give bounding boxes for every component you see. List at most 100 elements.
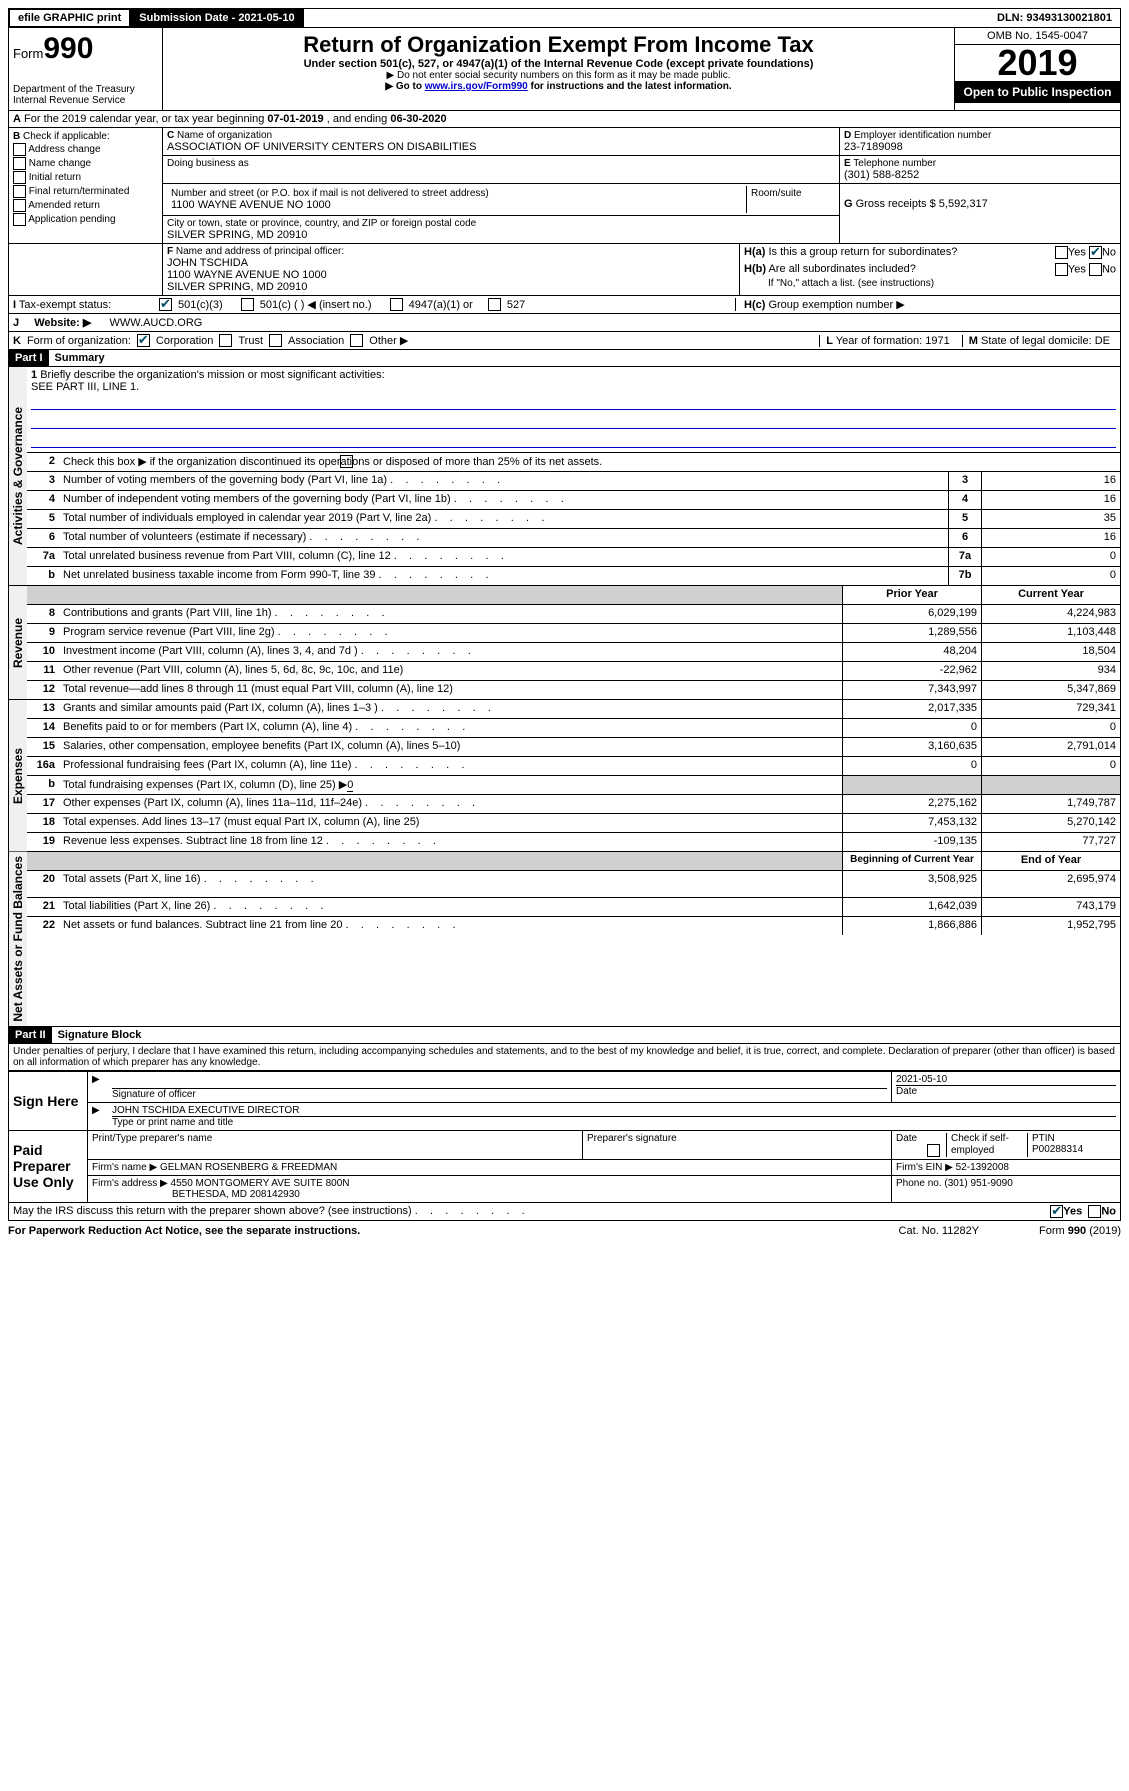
application-pending-checkbox[interactable] [13, 213, 26, 226]
c14: 0 [981, 719, 1120, 737]
corp-checkbox[interactable] [137, 334, 150, 347]
c9: 1,103,448 [981, 624, 1120, 642]
p18: 7,453,132 [842, 814, 981, 832]
tax-exempt-row: I Tax-exempt status: 501(c)(3) 501(c) ( … [8, 296, 1121, 314]
officer-name-title: JOHN TSCHIDA EXECUTIVE DIRECTOR [112, 1105, 1116, 1117]
officer-name: JOHN TSCHIDA [167, 257, 735, 269]
fundraising-exp: 0 [347, 779, 353, 792]
begin-year-header: Beginning of Current Year [842, 852, 981, 870]
p15: 3,160,635 [842, 738, 981, 756]
firm-ein: 52-1392008 [956, 1162, 1009, 1173]
net-assets-label: Net Assets or Fund Balances [9, 852, 27, 1026]
net-assets-section: Net Assets or Fund Balances Beginning of… [8, 852, 1121, 1027]
form-org-row: K Form of organization: Corporation Trus… [8, 332, 1121, 350]
hb-no-checkbox[interactable] [1089, 263, 1102, 276]
dln: DLN: 93493130021801 [989, 10, 1120, 26]
officer-addr1: 1100 WAYNE AVENUE NO 1000 [167, 269, 735, 281]
state-domicile: DE [1095, 335, 1110, 347]
c12: 5,347,869 [981, 681, 1120, 699]
year-formation: 1971 [925, 335, 949, 347]
end-year-header: End of Year [981, 852, 1120, 870]
val-7a: 0 [981, 548, 1120, 566]
c21: 743,179 [981, 898, 1120, 916]
page-footer: For Paperwork Reduction Act Notice, see … [8, 1221, 1121, 1241]
col-b-checkboxes: B Check if applicable: Address change Na… [9, 128, 163, 243]
discuss-no-checkbox[interactable] [1088, 1205, 1101, 1218]
p21: 1,642,039 [842, 898, 981, 916]
mission-text: SEE PART III, LINE 1. [31, 381, 1116, 393]
p20: 3,508,925 [842, 871, 981, 897]
c19: 77,727 [981, 833, 1120, 851]
form-header: Form990 Department of the Treasury Inter… [8, 28, 1121, 111]
revenue-section: Revenue Prior YearCurrent Year 8Contribu… [8, 586, 1121, 700]
submission-button[interactable]: Submission Date - 2021-05-10 [130, 9, 303, 27]
trust-checkbox[interactable] [219, 334, 232, 347]
gross-receipts: 5,592,317 [939, 198, 988, 210]
revenue-label: Revenue [9, 586, 27, 699]
val-3: 16 [981, 472, 1120, 490]
final-return-checkbox[interactable] [13, 185, 26, 198]
identity-block: B Check if applicable: Address change Na… [8, 128, 1121, 244]
firm-addr2: BETHESDA, MD 208142930 [92, 1189, 887, 1200]
paid-preparer-label: Paid Preparer Use Only [9, 1130, 88, 1202]
form-ref: Form 990 (2019) [1039, 1225, 1121, 1237]
top-bar: efile GRAPHIC print Submission Date - 20… [8, 8, 1121, 28]
firm-name: GELMAN ROSENBERG & FREEDMAN [160, 1162, 337, 1173]
self-employed-checkbox[interactable] [927, 1144, 940, 1157]
p17: 2,275,162 [842, 795, 981, 813]
dept-treasury: Department of the Treasury [13, 84, 158, 95]
c17: 1,749,787 [981, 795, 1120, 813]
527-checkbox[interactable] [488, 298, 501, 311]
org-name: ASSOCIATION OF UNIVERSITY CENTERS ON DIS… [167, 141, 835, 153]
sig-date: 2021-05-10 [896, 1074, 1116, 1086]
row-a-tax-year: A For the 2019 calendar year, or tax yea… [8, 111, 1121, 128]
perjury-declaration: Under penalties of perjury, I declare th… [8, 1044, 1121, 1071]
expenses-section: Expenses 13Grants and similar amounts pa… [8, 700, 1121, 852]
governance-label: Activities & Governance [9, 367, 27, 585]
line2-checkbox[interactable] [340, 455, 353, 468]
c11: 934 [981, 662, 1120, 680]
officer-addr2: SILVER SPRING, MD 20910 [167, 281, 735, 293]
form990-link[interactable]: www.irs.gov/Form990 [425, 81, 528, 92]
officer-group-block: F Name and address of principal officer:… [8, 244, 1121, 296]
initial-return-checkbox[interactable] [13, 171, 26, 184]
c22: 1,952,795 [981, 917, 1120, 935]
p11: -22,962 [842, 662, 981, 680]
c20: 2,695,974 [981, 871, 1120, 897]
hb-yes-checkbox[interactable] [1055, 263, 1068, 276]
p10: 48,204 [842, 643, 981, 661]
val-6: 16 [981, 529, 1120, 547]
assoc-checkbox[interactable] [269, 334, 282, 347]
ptin: P00288314 [1032, 1144, 1112, 1155]
c15: 2,791,014 [981, 738, 1120, 756]
501c-checkbox[interactable] [241, 298, 254, 311]
other-checkbox[interactable] [350, 334, 363, 347]
p13: 2,017,335 [842, 700, 981, 718]
expenses-label: Expenses [9, 700, 27, 851]
discuss-yes-checkbox[interactable] [1050, 1205, 1063, 1218]
c8: 4,224,983 [981, 605, 1120, 623]
c10: 18,504 [981, 643, 1120, 661]
dba [167, 169, 835, 181]
part-ii-header: Part II Signature Block [8, 1027, 1121, 1044]
p14: 0 [842, 719, 981, 737]
p9: 1,289,556 [842, 624, 981, 642]
ha-no-checkbox[interactable] [1089, 246, 1102, 259]
p12: 7,343,997 [842, 681, 981, 699]
cat-no: Cat. No. 11282Y [899, 1225, 980, 1237]
current-year-header: Current Year [981, 586, 1120, 604]
501c3-checkbox[interactable] [159, 298, 172, 311]
firm-phone: (301) 951-9090 [944, 1178, 1012, 1189]
c18: 5,270,142 [981, 814, 1120, 832]
discuss-row: May the IRS discuss this return with the… [8, 1203, 1121, 1221]
efile-button[interactable]: efile GRAPHIC print [9, 9, 130, 27]
name-change-checkbox[interactable] [13, 157, 26, 170]
amended-return-checkbox[interactable] [13, 199, 26, 212]
val-7b: 0 [981, 567, 1120, 585]
address-change-checkbox[interactable] [13, 143, 26, 156]
c16a: 0 [981, 757, 1120, 775]
4947-checkbox[interactable] [390, 298, 403, 311]
ha-yes-checkbox[interactable] [1055, 246, 1068, 259]
form-subtitle-2: ▶ Do not enter social security numbers o… [167, 70, 950, 81]
form-subtitle-3: ▶ Go to www.irs.gov/Form990 for instruct… [167, 81, 950, 92]
